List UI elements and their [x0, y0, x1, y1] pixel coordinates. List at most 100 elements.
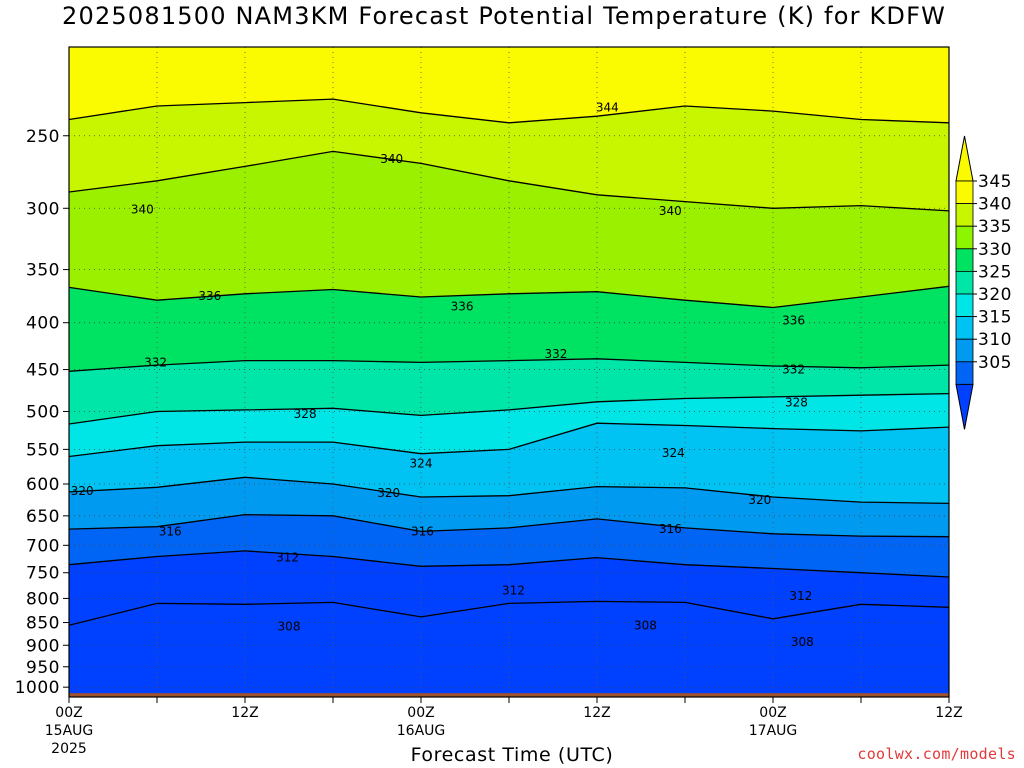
x-tick-label-36: 12Z	[583, 705, 610, 721]
colorbar-segment-3	[955, 248, 974, 272]
contour-336	[69, 285, 949, 309]
y-tick-label-300: 300	[26, 199, 60, 219]
colorbar-segment-5	[955, 293, 974, 318]
contour-328	[69, 392, 949, 425]
x-tick-label-12: 12Z	[231, 705, 258, 721]
x-tick-label-60: 12Z	[935, 705, 962, 721]
y-tick-label-650: 650	[26, 507, 60, 527]
colorbar-label-310: 310	[978, 330, 1012, 350]
contour-label-332: 332	[782, 363, 805, 377]
contour-label-324: 324	[662, 446, 685, 460]
contour-label-336: 336	[451, 299, 474, 313]
colorbar-label-320: 320	[978, 285, 1012, 305]
theta-band-316	[69, 514, 949, 577]
x-tick-date-48: 17AUG	[749, 723, 798, 739]
colorbar-top-arrow	[955, 135, 974, 182]
contour-label-312: 312	[502, 583, 525, 597]
contour-312	[69, 550, 949, 578]
contour-label-328: 328	[785, 396, 808, 410]
y-tick-label-600: 600	[26, 475, 60, 495]
theta-band-332	[69, 358, 949, 424]
colorbar-label-325: 325	[978, 262, 1012, 282]
colorbar-segment-1	[955, 203, 974, 227]
theta-band-336	[69, 286, 949, 372]
theta-band-324	[69, 423, 949, 504]
theta-band-344	[69, 99, 949, 211]
contour-label-308: 308	[634, 618, 657, 632]
y-tick-label-550: 550	[26, 440, 60, 460]
colorbar-label-305: 305	[978, 353, 1012, 373]
contour-label-328: 328	[294, 407, 317, 421]
contour-label-340: 340	[659, 204, 682, 218]
source-credit: coolwx.com/models	[857, 745, 1016, 763]
contour-label-316: 316	[411, 524, 434, 538]
y-tick-label-400: 400	[26, 314, 60, 334]
contour-label-316: 316	[159, 524, 182, 538]
chart-title: 2025081500 NAM3KM Forecast Potential Tem…	[62, 2, 947, 30]
contour-label-336: 336	[198, 289, 221, 303]
contour-label-308: 308	[791, 635, 814, 649]
contour-label-308: 308	[278, 619, 301, 633]
y-tick-label-950: 950	[26, 658, 60, 678]
contour-label-312: 312	[789, 589, 812, 603]
colorbar-label-330: 330	[978, 240, 1012, 260]
contour-label-332: 332	[144, 355, 167, 369]
contour-labels: 344 340 340 340 336 336 336 332 332 332 328 328 324 3…	[71, 101, 814, 649]
contour-label-320: 320	[748, 493, 771, 507]
y-tick-label-350: 350	[26, 261, 60, 281]
y-tick-label-850: 850	[26, 614, 60, 634]
contour-344	[69, 98, 949, 124]
contour-label-312: 312	[276, 551, 299, 565]
x-tick-date-0: 15AUG	[45, 723, 94, 739]
x-tick-label-24: 00Z	[407, 705, 434, 721]
x-tick-label-48: 00Z	[759, 705, 786, 721]
y-tick-label-800: 800	[26, 589, 60, 609]
x-tick-year-0: 2025	[51, 741, 87, 757]
contour-320	[69, 476, 949, 505]
theta-band-312	[69, 550, 949, 626]
terrain-ground-band	[69, 693, 949, 697]
x-axis-label: Forecast Time (UTC)	[410, 744, 614, 766]
y-tick-label-450: 450	[26, 361, 60, 381]
colorbar-segment-6	[955, 316, 974, 340]
contour-label-316: 316	[659, 522, 682, 536]
colorbar-segment-0	[955, 180, 974, 205]
x-axis-ticks: 00Z 15AUG 2025 12Z 00Z 16AUG 12Z 00Z 17AUG 12Z	[45, 697, 963, 757]
theta-color-fill	[69, 47, 949, 697]
contour-label-320: 320	[71, 484, 94, 498]
colorbar-segment-4	[955, 270, 974, 295]
x-tick-date-24: 16AUG	[397, 723, 446, 739]
theta-band-348	[69, 47, 949, 123]
y-tick-label-500: 500	[26, 402, 60, 422]
contour-332	[69, 358, 949, 372]
contour-340	[69, 150, 949, 212]
contour-label-324: 324	[410, 457, 433, 471]
contour-lines	[69, 98, 949, 626]
contour-label-340: 340	[131, 203, 154, 217]
y-tick-label-250: 250	[26, 127, 60, 147]
contour-308	[69, 600, 949, 626]
colorbar-label-340: 340	[978, 195, 1012, 215]
y-axis-ticks: 2503003504004505005506006507007508008509…	[15, 127, 69, 698]
contour-label-320: 320	[377, 486, 400, 500]
colorbar-label-335: 335	[978, 217, 1012, 237]
theta-band-340	[69, 151, 949, 308]
contour-label-340: 340	[380, 152, 403, 166]
contour-label-344: 344	[596, 101, 619, 115]
contour-label-336: 336	[782, 314, 805, 328]
theta-band-308	[69, 601, 949, 697]
contour-324	[69, 422, 949, 458]
y-tick-label-1000: 1000	[15, 678, 60, 698]
colorbar-label-315: 315	[978, 308, 1012, 328]
x-tick-label-0: 00Z	[55, 705, 82, 721]
y-tick-label-900: 900	[26, 636, 60, 656]
colorbar-bottom-arrow	[955, 383, 974, 430]
colorbar-label-345: 345	[978, 172, 1012, 192]
colorbar-segment-7	[955, 338, 974, 363]
contour-label-332: 332	[544, 347, 567, 361]
y-tick-label-700: 700	[26, 536, 60, 556]
ground-strip	[69, 693, 949, 697]
colorbar-segment-8	[955, 361, 974, 385]
